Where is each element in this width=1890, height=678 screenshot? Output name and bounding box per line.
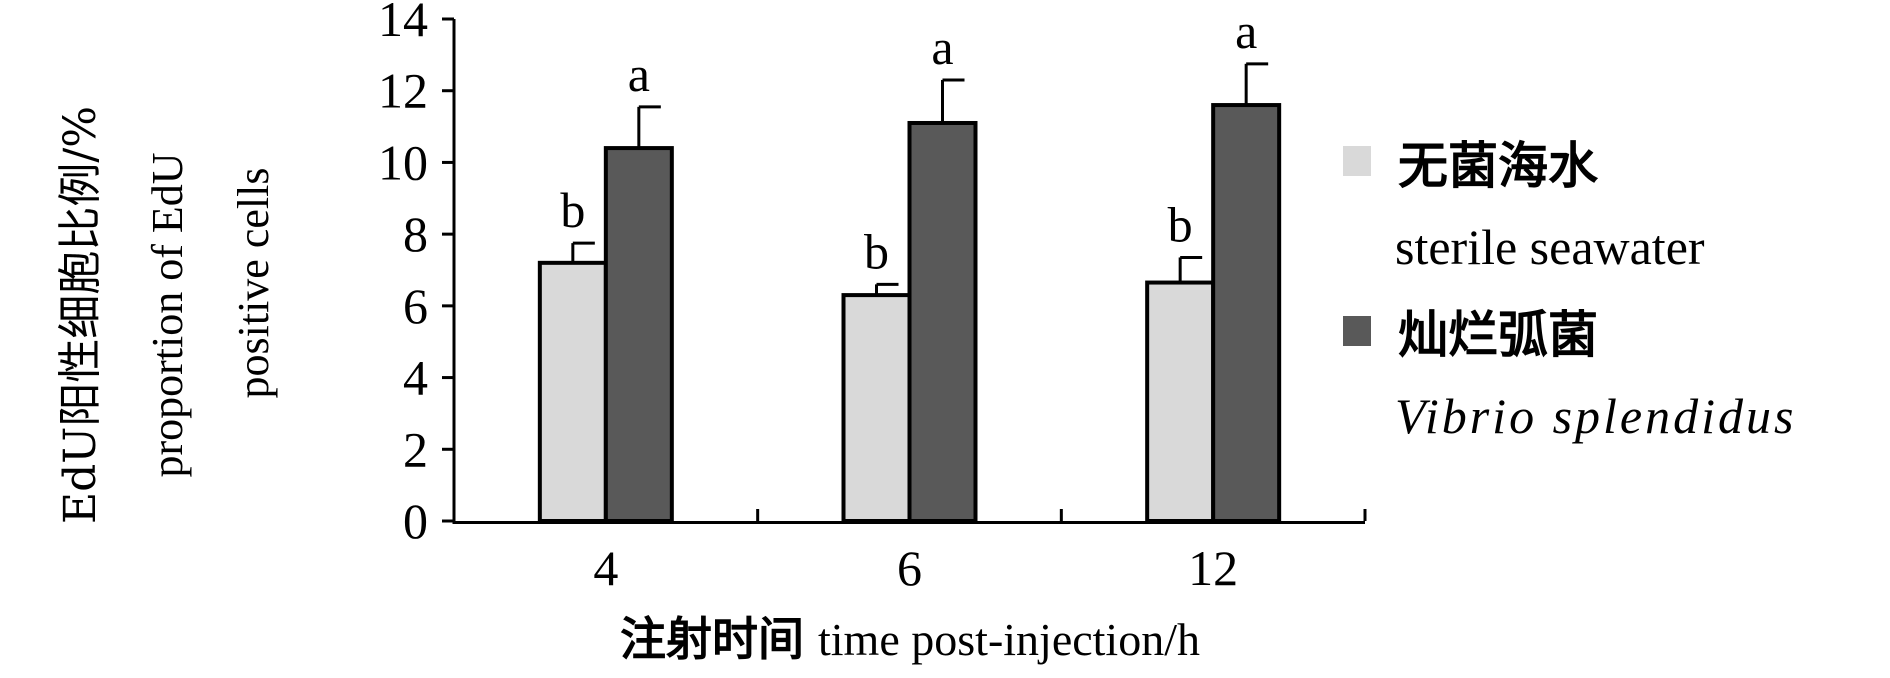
significance-letter: a	[1235, 3, 1257, 59]
legend-label-sterile-seawater-cn: 无菌海水	[1398, 136, 1599, 195]
legend-swatch-sterile-seawater	[1343, 146, 1371, 176]
significance-letter: a	[931, 19, 953, 75]
significance-letter: a	[628, 46, 650, 102]
significance-letter: b	[560, 182, 585, 238]
y-tick-label: 0	[403, 493, 428, 549]
x-axis-title: 注射时间 time post-injection/h	[620, 612, 1200, 666]
y-tick-label: 6	[403, 278, 428, 334]
legend-swatch-vibrio-splendidus	[1343, 316, 1371, 346]
legend-label-sterile-seawater-en: sterile seawater	[1395, 219, 1705, 275]
legend-label-vibrio-splendidus-en: Vibrio splendidus	[1395, 388, 1796, 444]
x-tick-label: 12	[1188, 540, 1238, 596]
bar	[907, 120, 978, 523]
legend: 无菌海水 sterile seawater 灿烂弧菌 Vibrio splend…	[1343, 136, 1796, 444]
y-tick-label: 10	[378, 134, 428, 190]
x-axis-title-en: time post-injection/h	[818, 614, 1200, 665]
y-axis-title-en-line2: positive cells	[229, 168, 278, 399]
bar	[1211, 103, 1282, 524]
bar	[537, 260, 608, 523]
y-tick-label: 14	[378, 0, 428, 47]
y-axis-title-cn: EdU阳性细胞比例/%	[55, 106, 106, 524]
y-tick-label: 12	[378, 63, 428, 119]
significance-letter: b	[1168, 196, 1193, 252]
legend-label-vibrio-splendidus-cn: 灿烂弧菌	[1398, 305, 1598, 364]
x-tick-label: 4	[593, 540, 618, 596]
y-axis-title-en-line1: proportion of EdU	[143, 152, 192, 477]
x-axis-title-cn: 注射时间	[620, 612, 804, 666]
bar	[603, 146, 674, 523]
bars-layer: b a b a b a	[537, 3, 1282, 524]
y-tick-label: 2	[403, 421, 428, 477]
axes-layer: 4 6 12 0 2 4 6 8 10 12 14	[378, 0, 1367, 596]
y-axis-title: EdU阳性细胞比例/% proportion of EdU positive c…	[55, 106, 278, 524]
y-tick-label: 4	[403, 350, 428, 406]
y-tick-label: 8	[403, 206, 428, 262]
significance-letter: b	[864, 223, 889, 279]
bar	[841, 293, 912, 523]
bar	[1145, 280, 1216, 523]
x-tick-label: 6	[897, 540, 922, 596]
